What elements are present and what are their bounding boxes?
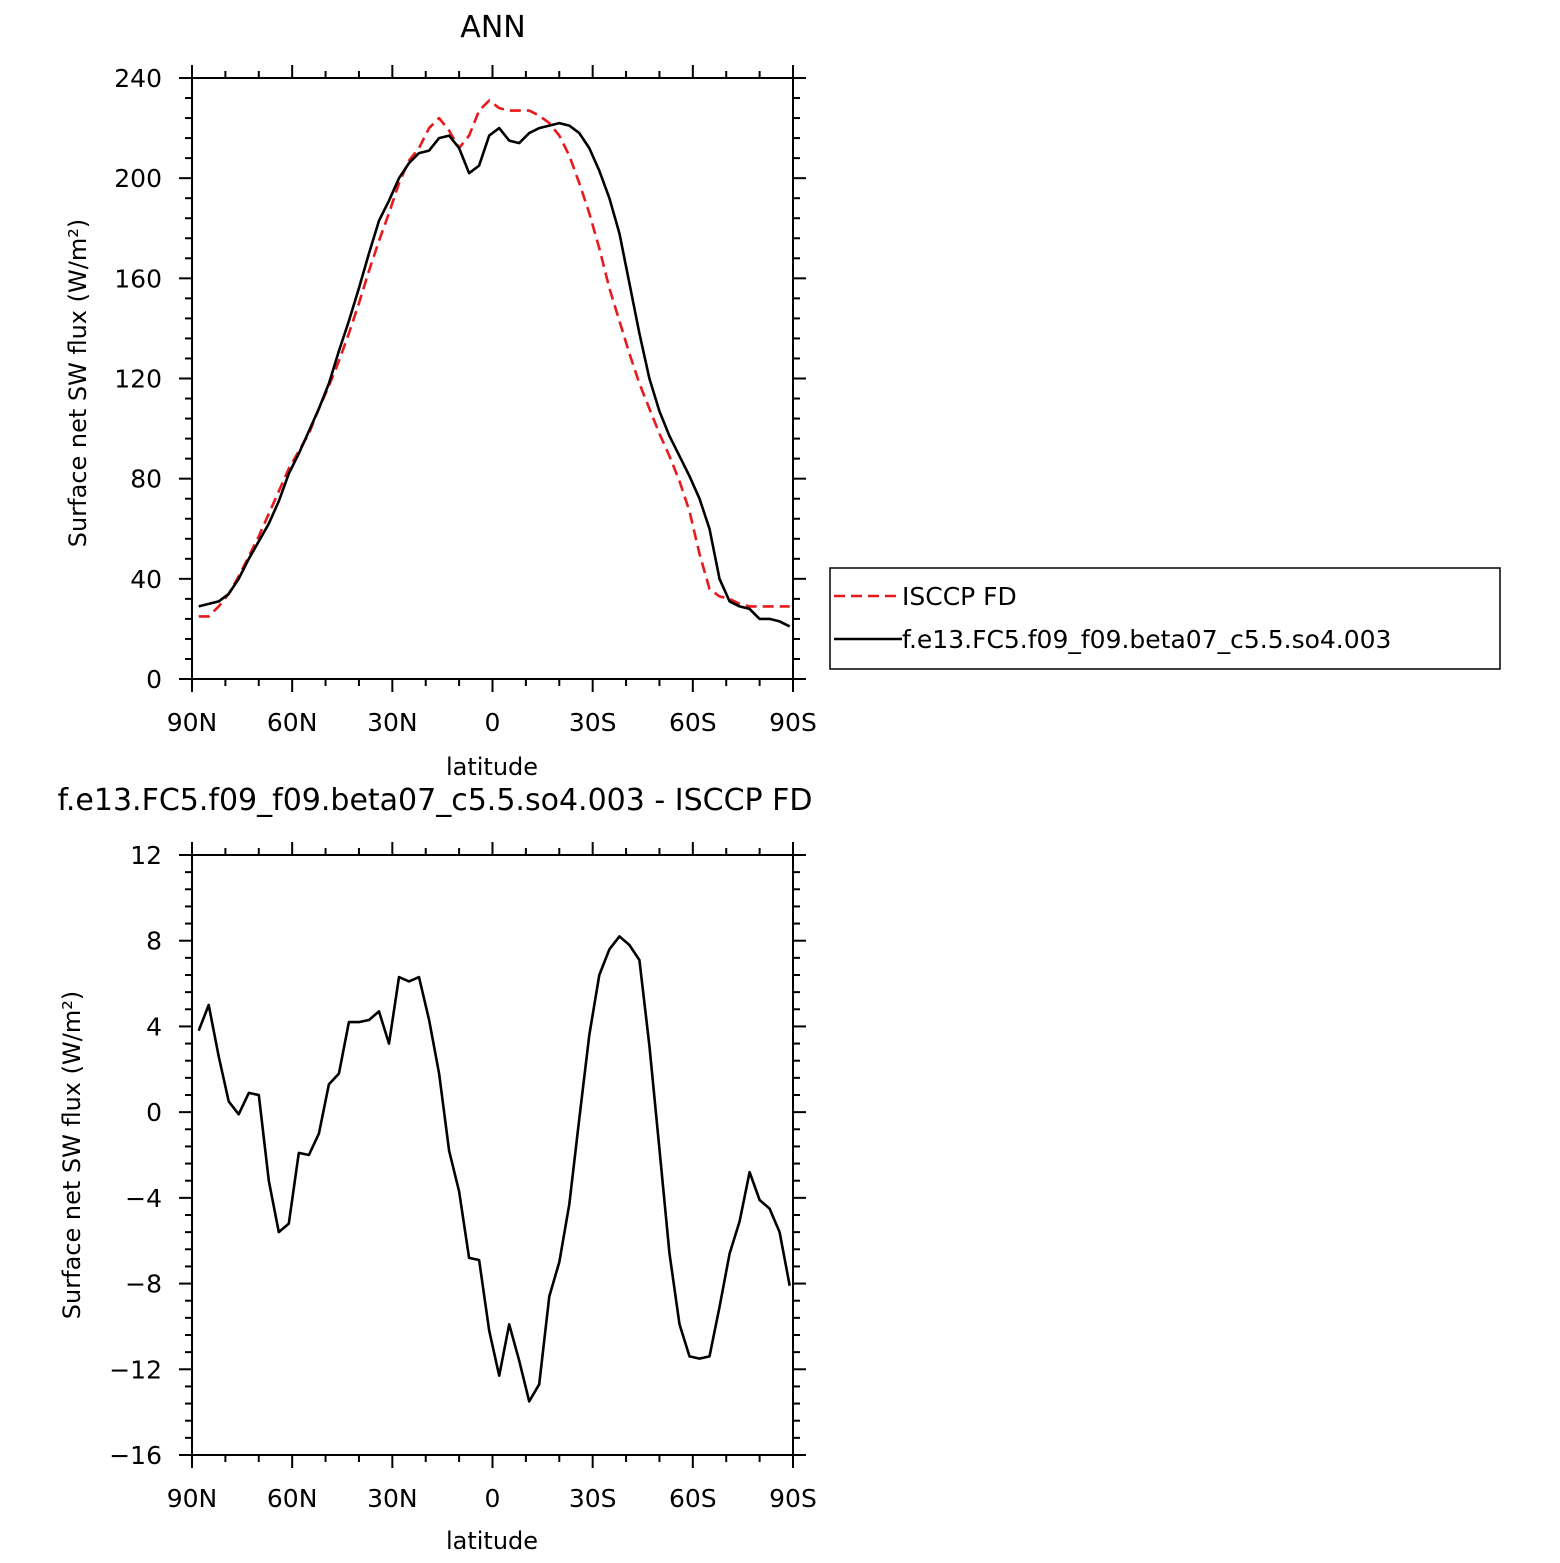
top-tick-labels: 90N 60N 30N 0 30S 60S 90S 0 40 80 120 160 200 240 — [114, 64, 817, 737]
difference-panel: f.e13.FC5.f09_f09.beta07_c5.5.so4.003 - … — [57, 783, 816, 1555]
top-series-line-1 — [198, 121, 791, 628]
bottom-x-tick-label: 60N — [267, 1484, 318, 1513]
bottom-y-tick-label: −12 — [109, 1355, 162, 1384]
top-x-tick-label: 90N — [167, 708, 218, 737]
top-y-tick-label: 200 — [114, 164, 162, 193]
bottom-series-lines — [197, 935, 791, 1403]
top-y-tick-label: 40 — [130, 565, 162, 594]
top-x-axis-label: latitude — [446, 753, 538, 781]
bottom-panel-title: f.e13.FC5.f09_f09.beta07_c5.5.so4.003 - … — [57, 783, 812, 818]
top-series-line-0 — [198, 99, 790, 618]
bottom-x-tick-label: 0 — [485, 1484, 501, 1513]
top-y-tick-label: 0 — [146, 665, 162, 694]
bottom-y-tick-label: 4 — [146, 1012, 162, 1041]
bottom-tick-labels: 90N 60N 30N 0 30S 60S 90S −16 −12 −8 −4 0 4 8 12 — [109, 841, 817, 1513]
top-panel-title: ANN — [460, 10, 525, 45]
top-y-tick-label: 160 — [114, 264, 162, 293]
legend-label-model: f.e13.FC5.f09_f09.beta07_c5.5.so4.003 — [902, 625, 1391, 654]
top-x-tick-label: 60S — [669, 708, 717, 737]
bottom-plot-frame — [191, 854, 794, 1456]
bottom-x-axis-label: latitude — [446, 1527, 538, 1555]
top-series-lines — [198, 99, 791, 628]
bottom-x-tick-label: 60S — [669, 1484, 717, 1513]
bottom-x-tick-label: 90S — [769, 1484, 817, 1513]
top-y-tick-label: 120 — [114, 365, 162, 394]
top-y-tick-label: 80 — [130, 465, 162, 494]
top-y-tick-label: 240 — [114, 64, 162, 93]
top-y-axis-label: Surface net SW flux (W/m²) — [64, 219, 92, 547]
bottom-x-tick-label: 30N — [367, 1484, 418, 1513]
bottom-y-tick-label: 8 — [146, 927, 162, 956]
legend-label-isccp: ISCCP FD — [902, 582, 1017, 611]
bottom-x-tick-label: 30S — [569, 1484, 617, 1513]
bottom-ticks — [179, 842, 806, 1468]
bottom-y-tick-label: 12 — [130, 841, 162, 870]
top-plot-frame — [191, 77, 794, 680]
bottom-x-tick-label: 90N — [167, 1484, 218, 1513]
climatology-panel: ANN 90N 60N 30N 0 30S 60S 90S 0 40 80 120 160 200 240… — [64, 10, 817, 781]
top-x-tick-label: 90S — [769, 708, 817, 737]
top-x-tick-label: 0 — [485, 708, 501, 737]
bottom-y-axis-label: Surface net SW flux (W/m²) — [58, 991, 86, 1319]
top-x-tick-label: 30N — [367, 708, 418, 737]
bottom-y-tick-label: −8 — [125, 1270, 162, 1299]
legend-frame — [829, 567, 1501, 670]
legend: ISCCP FD f.e13.FC5.f09_f09.beta07_c5.5.s… — [829, 567, 1501, 670]
bottom-y-tick-label: 0 — [146, 1098, 162, 1127]
top-ticks — [179, 65, 806, 692]
bottom-y-tick-label: −4 — [125, 1184, 162, 1213]
top-x-tick-label: 30S — [569, 708, 617, 737]
top-x-tick-label: 60N — [267, 708, 318, 737]
bottom-y-tick-label: −16 — [109, 1441, 162, 1470]
bottom-series-line-0 — [197, 935, 791, 1403]
